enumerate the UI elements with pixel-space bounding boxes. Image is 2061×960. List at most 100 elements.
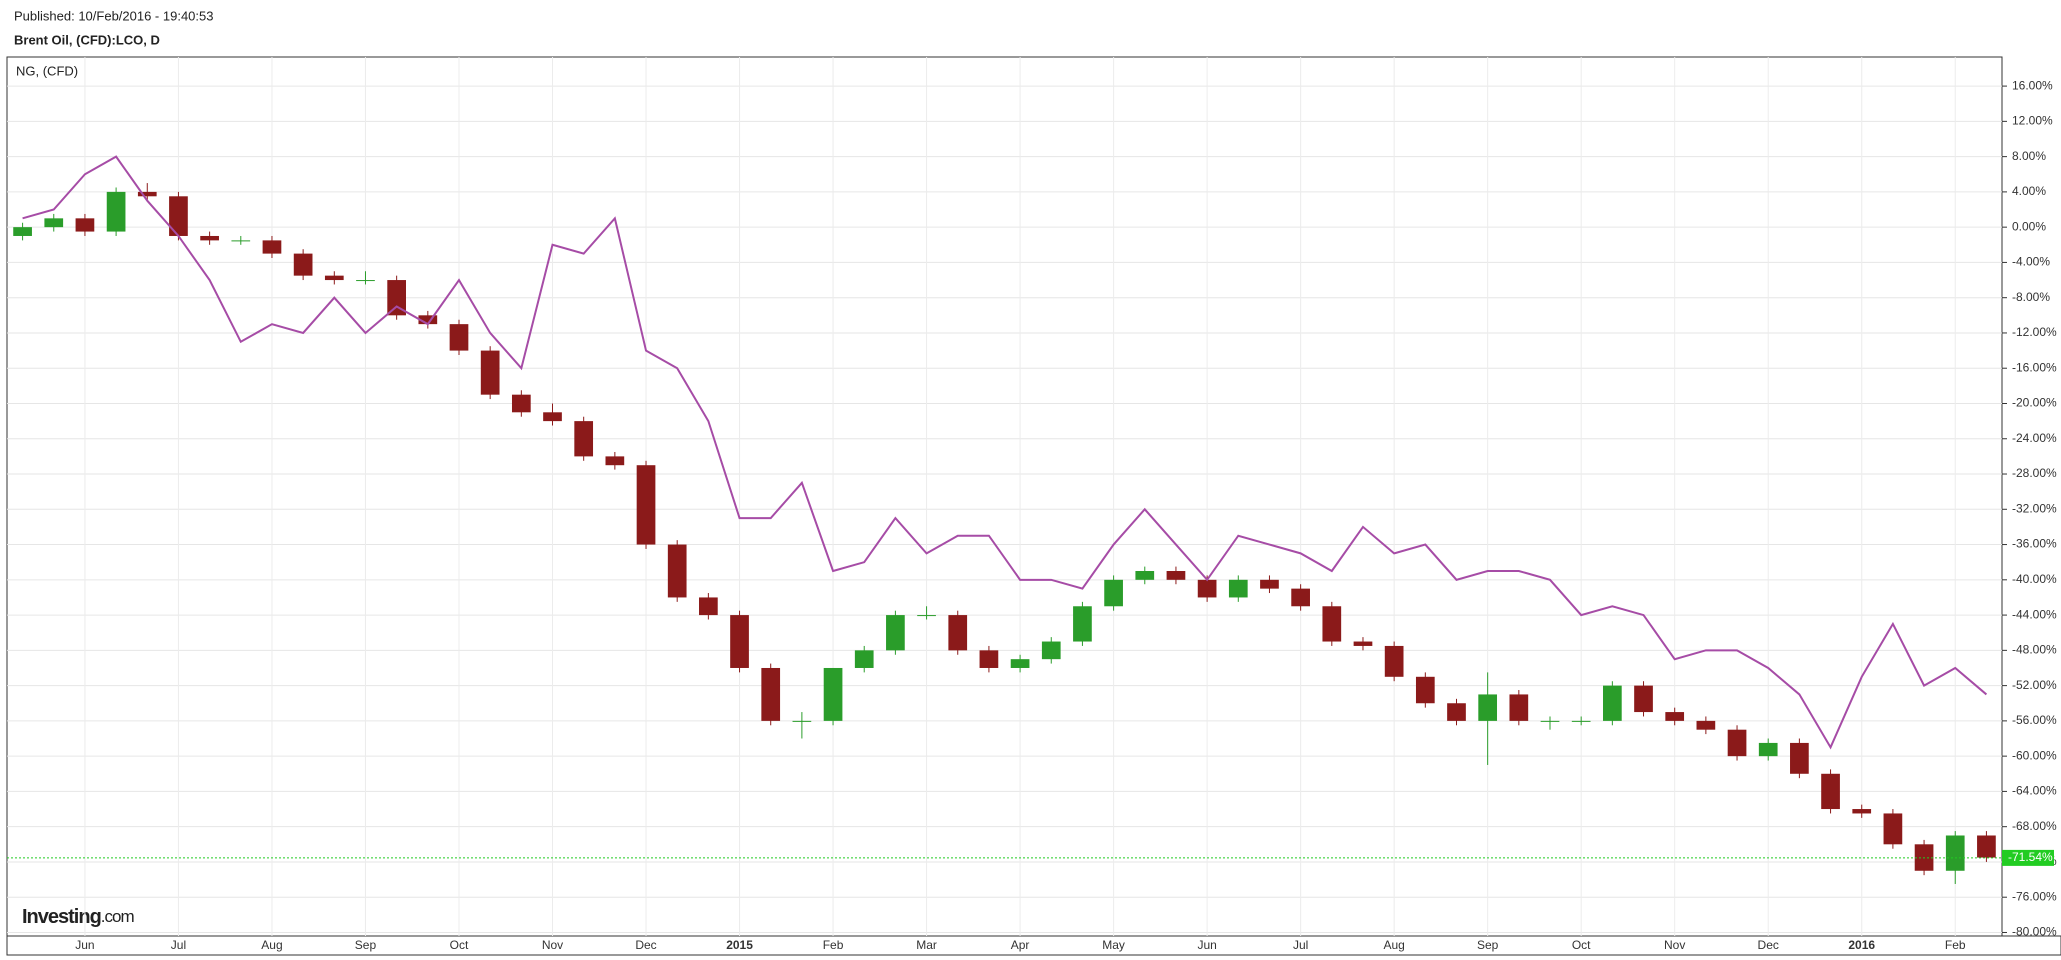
candle-body (854, 650, 874, 668)
candle-body (44, 218, 64, 228)
candle-body (730, 615, 749, 668)
candle-body (480, 350, 500, 395)
candle-body (387, 280, 406, 316)
chart-title: Brent Oil, (CFD):LCO, D (14, 32, 160, 47)
y-tick-label: -64.00% (2012, 784, 2057, 798)
candle-body (137, 191, 157, 197)
candle-body (823, 667, 843, 721)
y-tick-label: -80.00% (2012, 925, 2057, 939)
candle-body (699, 597, 718, 616)
candle-body (356, 280, 375, 282)
x-tick-label: Feb (823, 938, 844, 952)
candle-body (1228, 579, 1248, 598)
candle-body (1291, 588, 1310, 607)
x-tick-label: Jun (1197, 938, 1216, 952)
candle-body (1665, 712, 1685, 721)
candle-body (106, 191, 126, 232)
y-tick-label: -12.00% (2012, 325, 2057, 339)
candle-body (979, 650, 999, 668)
candle-body (1415, 676, 1435, 704)
candle-body (1041, 641, 1061, 660)
x-tick-label: Dec (635, 938, 656, 952)
candle-body (636, 465, 656, 545)
candle-body (1010, 659, 1030, 668)
candle-body (231, 240, 251, 242)
candle-body (1852, 809, 1872, 814)
candle-body (1478, 694, 1498, 721)
y-tick-label: 12.00% (2012, 114, 2053, 128)
candle-body (792, 720, 812, 722)
candle-body (1197, 579, 1217, 598)
logo-suffix: .com (101, 907, 135, 926)
candle-body (1883, 813, 1903, 845)
candle-body (1977, 835, 1996, 858)
legend: NG, (CFD) (16, 63, 78, 78)
last-box (2002, 849, 2054, 866)
y-tick-label: -68.00% (2012, 819, 2057, 833)
y-tick-label: 16.00% (2012, 78, 2053, 92)
candle-body (1166, 570, 1186, 580)
candle-body (605, 456, 625, 466)
x-tick-label: Aug (261, 938, 282, 952)
x-tick-label: Sep (355, 938, 377, 952)
x-tick-label: 2016 (1848, 938, 1875, 952)
axis-frame (6, 935, 2061, 956)
candle-body (511, 394, 531, 413)
candle-body (1696, 720, 1716, 730)
y-tick-label: 0.00% (2012, 219, 2046, 233)
x-tick-label: Oct (1572, 938, 1591, 952)
candle-body (75, 218, 95, 232)
candle-body (1634, 685, 1653, 713)
candle-body (293, 253, 313, 276)
y-tick-label: -8.00% (2012, 290, 2050, 304)
y-tick-label: -76.00% (2012, 889, 2057, 903)
y-tick-label: -40.00% (2012, 572, 2057, 586)
candle-body (1540, 720, 1560, 722)
y-tick-label: -24.00% (2012, 431, 2057, 445)
candle-body (574, 421, 594, 457)
candle-body (1135, 570, 1155, 580)
y-tick-label: -48.00% (2012, 643, 2057, 657)
x-tick-label: Sep (1477, 938, 1499, 952)
candle-body (1322, 606, 1342, 642)
candle-body (1509, 694, 1529, 721)
last-label: -71.54% (2008, 850, 2053, 864)
y-tick-label: -4.00% (2012, 255, 2050, 269)
candle-body (1260, 579, 1279, 589)
candle-body (262, 240, 282, 254)
candle-body (1353, 641, 1373, 646)
x-tick-label: Aug (1383, 938, 1404, 952)
x-tick-label: Dec (1758, 938, 1779, 952)
candle-body (1073, 606, 1092, 642)
candle-body (1821, 773, 1840, 810)
candle-body (169, 196, 188, 236)
y-tick-label: -60.00% (2012, 748, 2057, 762)
candle-body (1571, 720, 1591, 722)
candle-body (917, 615, 936, 617)
x-tick-label: Nov (542, 938, 563, 952)
candle-body (200, 235, 219, 241)
candle-body (948, 615, 968, 651)
x-tick-label: Oct (450, 938, 469, 952)
x-tick-label: May (1102, 938, 1125, 952)
candle-body (418, 315, 438, 325)
y-tick-label: -36.00% (2012, 537, 2057, 551)
x-tick-label: Jul (171, 938, 186, 952)
x-tick-label: Mar (916, 938, 937, 952)
candle-body (1758, 742, 1778, 757)
candle-body (1104, 579, 1123, 607)
x-tick-label: Jun (75, 938, 94, 952)
candle-body (324, 275, 344, 281)
candle-body (761, 667, 781, 721)
candle-body (449, 324, 469, 351)
x-tick-label: Jul (1293, 938, 1308, 952)
published: Published: 10/Feb/2016 - 19:40:53 (14, 8, 213, 23)
x-tick-label: Nov (1664, 938, 1685, 952)
candle-body (1727, 729, 1747, 757)
y-tick-label: -28.00% (2012, 466, 2057, 480)
candle-body (667, 544, 687, 598)
candle-body (1945, 835, 1965, 871)
candle-body (543, 412, 562, 422)
x-tick-label: Feb (1945, 938, 1966, 952)
x-tick-label: 2015 (726, 938, 753, 952)
